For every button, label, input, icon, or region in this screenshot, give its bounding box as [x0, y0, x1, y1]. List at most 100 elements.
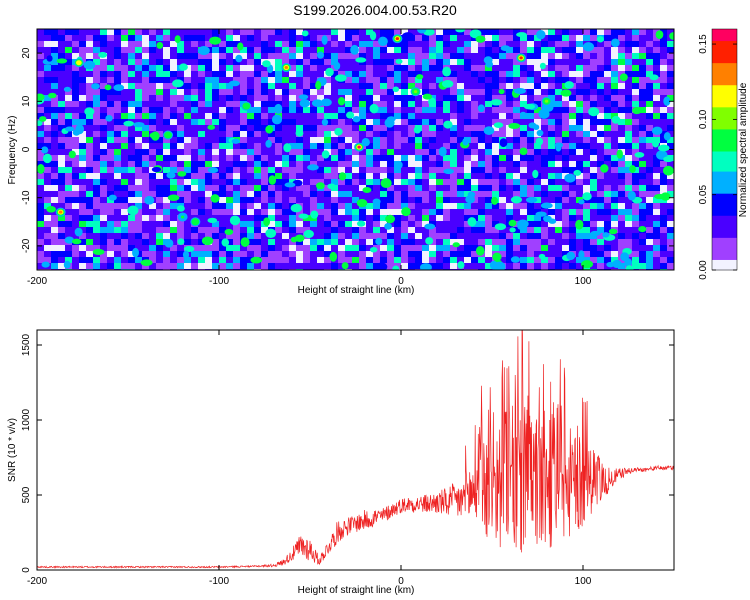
spectrogram-cell: [471, 71, 479, 78]
spectrogram-cell: [667, 239, 674, 246]
spectrogram-cell: [37, 35, 45, 42]
spectrogram-cell: [345, 77, 353, 84]
spectrogram-cell: [569, 65, 577, 72]
spectrogram-cell: [128, 167, 136, 174]
spectrogram-cell: [177, 263, 185, 270]
spectrogram-blob: [443, 168, 454, 175]
spectrogram-cell: [541, 239, 549, 246]
spectrogram-cell: [604, 137, 612, 144]
spectrogram-blob: [582, 192, 592, 201]
spectrogram-cell: [58, 95, 66, 102]
spectrogram-cell: [492, 239, 500, 246]
spectrogram-cell: [198, 107, 206, 114]
spectrogram-cell: [660, 239, 668, 246]
spectrogram-cell: [597, 89, 605, 96]
spectrogram-cell: [100, 35, 108, 42]
spectrogram-cell: [436, 143, 444, 150]
spectrogram-cell: [590, 41, 598, 48]
spectrogram-cell: [485, 47, 493, 54]
colorbar-step: [712, 227, 737, 231]
spectrogram-cell: [422, 209, 430, 216]
spectrogram-cell: [527, 53, 535, 60]
spectrogram-cell: [331, 185, 339, 192]
spectrogram-cell: [275, 197, 283, 204]
spectrogram-cell: [471, 113, 479, 120]
spectrogram-cell: [128, 125, 136, 132]
spectrogram-cell: [205, 257, 213, 264]
spectrogram-cell: [604, 155, 612, 162]
colorbar-step: [712, 133, 737, 137]
spectrogram-cell: [359, 209, 367, 216]
spectrogram-blob: [500, 45, 511, 52]
spectrogram-blob: [498, 88, 505, 95]
spectrogram-cell: [58, 173, 66, 180]
spectrogram-cell: [149, 155, 157, 162]
spectrogram-cell: [324, 215, 332, 222]
spectrogram-cell: [254, 203, 262, 210]
spectrogram-blob: [265, 125, 274, 134]
spectrogram-cell: [219, 47, 227, 54]
spectrogram-cell: [86, 29, 94, 36]
spectrogram-cell: [170, 71, 178, 78]
spectrogram-cell: [177, 155, 185, 162]
spectrogram-cell: [380, 71, 388, 78]
spectrogram-cell: [408, 143, 416, 150]
colorbar-step: [712, 197, 737, 201]
spectrogram-cell: [408, 161, 416, 168]
spectrogram-cell: [632, 41, 640, 48]
spectrogram-cell: [499, 185, 507, 192]
spectrogram-cell: [492, 215, 500, 222]
spectrogram-cell: [583, 215, 591, 222]
spectrogram-cell: [345, 263, 353, 270]
spectrogram-cell: [660, 173, 668, 180]
spectrogram-cell: [660, 161, 668, 168]
spectrogram-cell: [548, 149, 556, 156]
spectrogram-cell: [170, 41, 178, 48]
spectrogram-blob: [41, 146, 49, 154]
colorbar-step: [712, 127, 737, 131]
spectrogram-cell: [149, 101, 157, 108]
spectrogram-cell: [352, 65, 360, 72]
spectrogram-cell: [422, 197, 430, 204]
spectrogram-cell: [534, 167, 542, 174]
spectrogram-cell: [415, 203, 423, 210]
colorbar-step: [712, 265, 737, 269]
spectrogram-cell: [233, 131, 241, 138]
spectrogram-cell: [184, 83, 192, 90]
colorbar-step: [712, 141, 737, 145]
spectrogram-cell: [576, 173, 584, 180]
spectrogram-blob: [295, 129, 304, 137]
spectrogram-cell: [142, 155, 150, 162]
spectrogram-cell: [163, 95, 171, 102]
spectrogram-cell: [331, 263, 339, 270]
spectrogram-cell: [254, 245, 262, 252]
spectrogram-cell: [527, 161, 535, 168]
spectrogram-cell: [310, 245, 318, 252]
spectrogram-cell: [114, 197, 122, 204]
spectrogram-cell: [282, 47, 290, 54]
spectrogram-cell: [142, 113, 150, 120]
spectrogram-cell: [303, 59, 311, 66]
spectrogram-cell: [261, 167, 269, 174]
spectrogram-cell: [198, 113, 206, 120]
spectrogram-cell: [429, 173, 437, 180]
spectrogram-cell: [653, 47, 661, 54]
spectrogram-cell: [44, 257, 52, 264]
spectrogram-cell: [408, 263, 416, 270]
spectrogram-cell: [212, 137, 220, 144]
spectrogram-cell: [625, 35, 633, 42]
spectrogram-cell: [632, 113, 640, 120]
spectrogram-cell: [317, 143, 325, 150]
spectrogram-cell: [478, 83, 486, 90]
spectrogram-cell: [429, 227, 437, 234]
spectrogram-cell: [534, 95, 542, 102]
spectrogram-cell: [450, 161, 458, 168]
colorbar-step: [712, 29, 737, 32]
spectrogram-cell: [86, 197, 94, 204]
spectrogram-cell: [198, 239, 206, 246]
spectrogram-cell: [226, 161, 234, 168]
spectrogram-cell: [408, 149, 416, 156]
spectrogram-cell: [198, 59, 206, 66]
spectrogram-cell: [240, 155, 248, 162]
spectrogram-cell: [79, 173, 87, 180]
